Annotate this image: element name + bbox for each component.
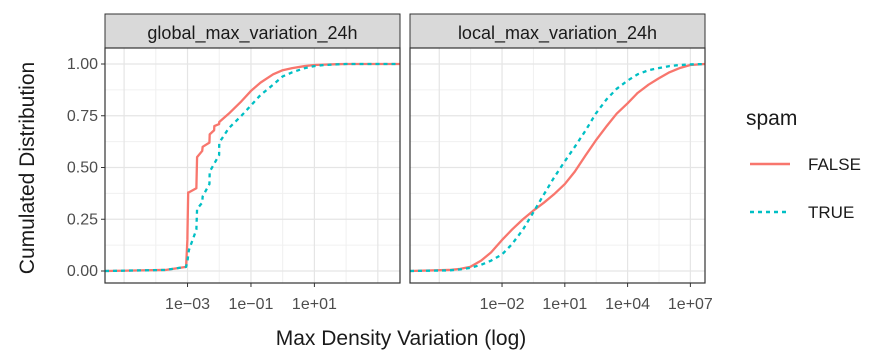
- facet-panel-2: local_max_variation_24h 1e−02 1e+01 1e+04 1e…: [409, 13, 713, 313]
- y-tick-label: 0.00: [67, 263, 98, 280]
- x-tick-label: 1e−01: [228, 296, 273, 313]
- x-tick-label: 1e−03: [165, 296, 210, 313]
- y-tick-label: 0.75: [67, 108, 98, 125]
- legend-label-true: TRUE: [808, 203, 854, 222]
- plot-background: [410, 48, 705, 283]
- facet-strip: [409, 13, 706, 49]
- series-line-true: [409, 62, 706, 273]
- facet-strip: [104, 13, 401, 49]
- y-tick-label: 0.25: [67, 211, 98, 228]
- legend-label-false: FALSE: [808, 155, 861, 174]
- panels-layer: global_max_variation_24h 1e−03 1e−01 1e+01 0…: [67, 13, 713, 313]
- facet-strip-label: global_max_variation_24h: [147, 23, 357, 44]
- y-tick-label: 0.50: [67, 160, 98, 177]
- facet-strip-label: local_max_variation_24h: [458, 23, 657, 44]
- x-tick-label: 1e+01: [542, 296, 587, 313]
- facet-panel-1: global_max_variation_24h 1e−03 1e−01 1e+01 0…: [67, 13, 401, 313]
- legend-title: spam: [746, 107, 797, 130]
- panel-border: [409, 47, 706, 284]
- legend: spam FALSE TRUE: [746, 107, 861, 222]
- x-tick-label: 1e+07: [668, 296, 713, 313]
- series-line-true: [104, 62, 400, 273]
- y-tick-label: 1.00: [67, 56, 98, 73]
- x-tick-label: 1e−02: [480, 296, 525, 313]
- series-line-false: [104, 62, 400, 273]
- panel-border: [104, 47, 401, 284]
- y-axis-title: Cumulated Distribution: [16, 62, 39, 274]
- x-axis-title: Max Density Variation (log): [276, 327, 527, 350]
- x-tick-label: 1e+01: [292, 296, 337, 313]
- x-tick-label: 1e+04: [605, 296, 650, 313]
- plot-background: [105, 48, 400, 283]
- series-line-false: [409, 62, 706, 273]
